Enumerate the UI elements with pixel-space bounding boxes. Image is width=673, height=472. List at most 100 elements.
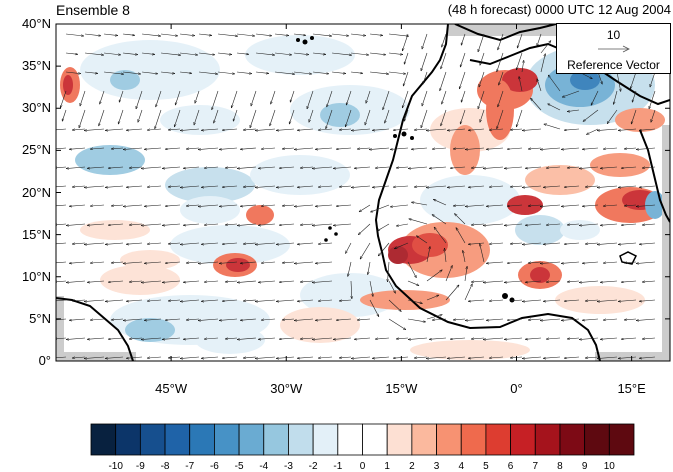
wind-vector bbox=[618, 185, 637, 187]
wind-vector bbox=[396, 338, 409, 339]
colorbar-swatch bbox=[263, 423, 289, 456]
wind-vector bbox=[318, 300, 333, 301]
wind-vector bbox=[567, 338, 580, 339]
wind-vector bbox=[312, 223, 333, 226]
wind-vector bbox=[240, 147, 257, 149]
wind-vector bbox=[79, 109, 86, 128]
wind-vector bbox=[84, 52, 104, 55]
wind-vector bbox=[360, 242, 371, 259]
colorbar-swatch bbox=[436, 423, 462, 456]
wind-vector bbox=[297, 356, 314, 358]
wind-vector bbox=[454, 213, 466, 225]
wind-vector bbox=[279, 223, 295, 225]
wind-vector bbox=[600, 166, 618, 168]
wind-vector bbox=[165, 261, 181, 263]
anomaly-region bbox=[530, 267, 550, 283]
wind-vector bbox=[222, 299, 238, 301]
wind-vector bbox=[56, 299, 67, 302]
wind-vector bbox=[543, 299, 561, 301]
colorbar-swatch bbox=[337, 423, 363, 456]
wind-vector bbox=[144, 147, 162, 149]
wind-vector bbox=[423, 71, 428, 84]
wind-vector bbox=[369, 147, 390, 150]
wind-vector bbox=[179, 33, 195, 36]
wind-vector bbox=[198, 147, 219, 150]
wind-vector bbox=[597, 185, 618, 188]
wind-vector bbox=[564, 128, 580, 130]
wind-vector bbox=[497, 109, 504, 129]
wind-vector bbox=[421, 52, 428, 71]
wind-vector bbox=[616, 71, 621, 92]
wind-vector bbox=[255, 33, 272, 36]
wind-vector bbox=[258, 280, 276, 282]
wind-vector bbox=[122, 71, 141, 74]
wind-vector bbox=[293, 71, 312, 74]
wind-vector bbox=[603, 319, 618, 320]
wind-vector bbox=[478, 33, 485, 52]
wind-vector bbox=[255, 71, 269, 73]
wind-vector bbox=[540, 40, 551, 54]
wind-vector bbox=[447, 128, 466, 130]
reference-arrow-icon bbox=[598, 45, 630, 53]
lat-label: 25°N bbox=[21, 142, 51, 158]
wind-vector bbox=[201, 185, 219, 187]
islands bbox=[296, 36, 515, 303]
wind-vector bbox=[447, 356, 466, 358]
wind-vector bbox=[198, 261, 219, 264]
wind-vector bbox=[528, 319, 542, 320]
wind-vector bbox=[183, 280, 200, 282]
wind-vector bbox=[138, 109, 143, 122]
wind-vector bbox=[186, 319, 200, 320]
anomaly-region bbox=[525, 165, 595, 195]
wind-vector bbox=[183, 223, 200, 225]
wind-vector bbox=[233, 109, 238, 121]
wind-vector bbox=[331, 52, 352, 55]
wind-vector bbox=[258, 166, 276, 168]
wind-vector bbox=[468, 185, 485, 187]
wind-vector bbox=[618, 299, 637, 301]
wind-vector bbox=[426, 128, 447, 131]
lat-label: 15°N bbox=[21, 226, 51, 242]
wind-vector bbox=[548, 75, 561, 92]
wind-vector bbox=[603, 262, 618, 263]
wind-vector bbox=[271, 90, 276, 104]
wind-vector bbox=[411, 147, 428, 149]
anomaly-region bbox=[250, 155, 350, 195]
colorbar-swatch bbox=[214, 423, 240, 456]
wind-vector bbox=[111, 205, 124, 206]
wind-vector bbox=[129, 167, 143, 168]
wind-vector bbox=[504, 223, 523, 225]
wind-vector bbox=[567, 224, 580, 225]
wind-vector bbox=[393, 185, 409, 187]
wind-vector bbox=[219, 261, 238, 263]
wind-vector bbox=[144, 261, 162, 263]
anomaly-region bbox=[195, 326, 265, 354]
wind-vector bbox=[483, 337, 504, 340]
anomaly-region bbox=[560, 220, 600, 240]
wind-vector bbox=[442, 90, 447, 104]
wind-vector bbox=[456, 227, 466, 244]
wind-vector bbox=[198, 318, 219, 321]
wind-vector bbox=[369, 52, 386, 55]
reference-vector-magnitude: 10 bbox=[606, 28, 621, 42]
wind-vector bbox=[204, 281, 219, 282]
wind-vector bbox=[345, 242, 352, 254]
colorbar-swatch bbox=[510, 423, 536, 456]
wind-vector bbox=[543, 185, 561, 187]
wind-vector bbox=[261, 205, 276, 206]
wind-vector bbox=[402, 90, 409, 108]
wind-vector bbox=[144, 204, 162, 206]
wind-vector bbox=[597, 299, 618, 302]
wind-vector bbox=[414, 186, 428, 187]
wind-vector bbox=[468, 356, 485, 358]
wind-vector bbox=[162, 166, 181, 168]
wind-vector bbox=[294, 318, 314, 321]
wind-vector bbox=[390, 204, 409, 207]
anomaly-region bbox=[226, 258, 250, 272]
wind-vector bbox=[507, 147, 523, 149]
wind-vector bbox=[464, 266, 467, 282]
wind-vector bbox=[225, 224, 238, 225]
colorbar-swatch bbox=[559, 423, 586, 456]
wind-vector bbox=[375, 167, 390, 168]
wind-vector bbox=[567, 167, 580, 168]
